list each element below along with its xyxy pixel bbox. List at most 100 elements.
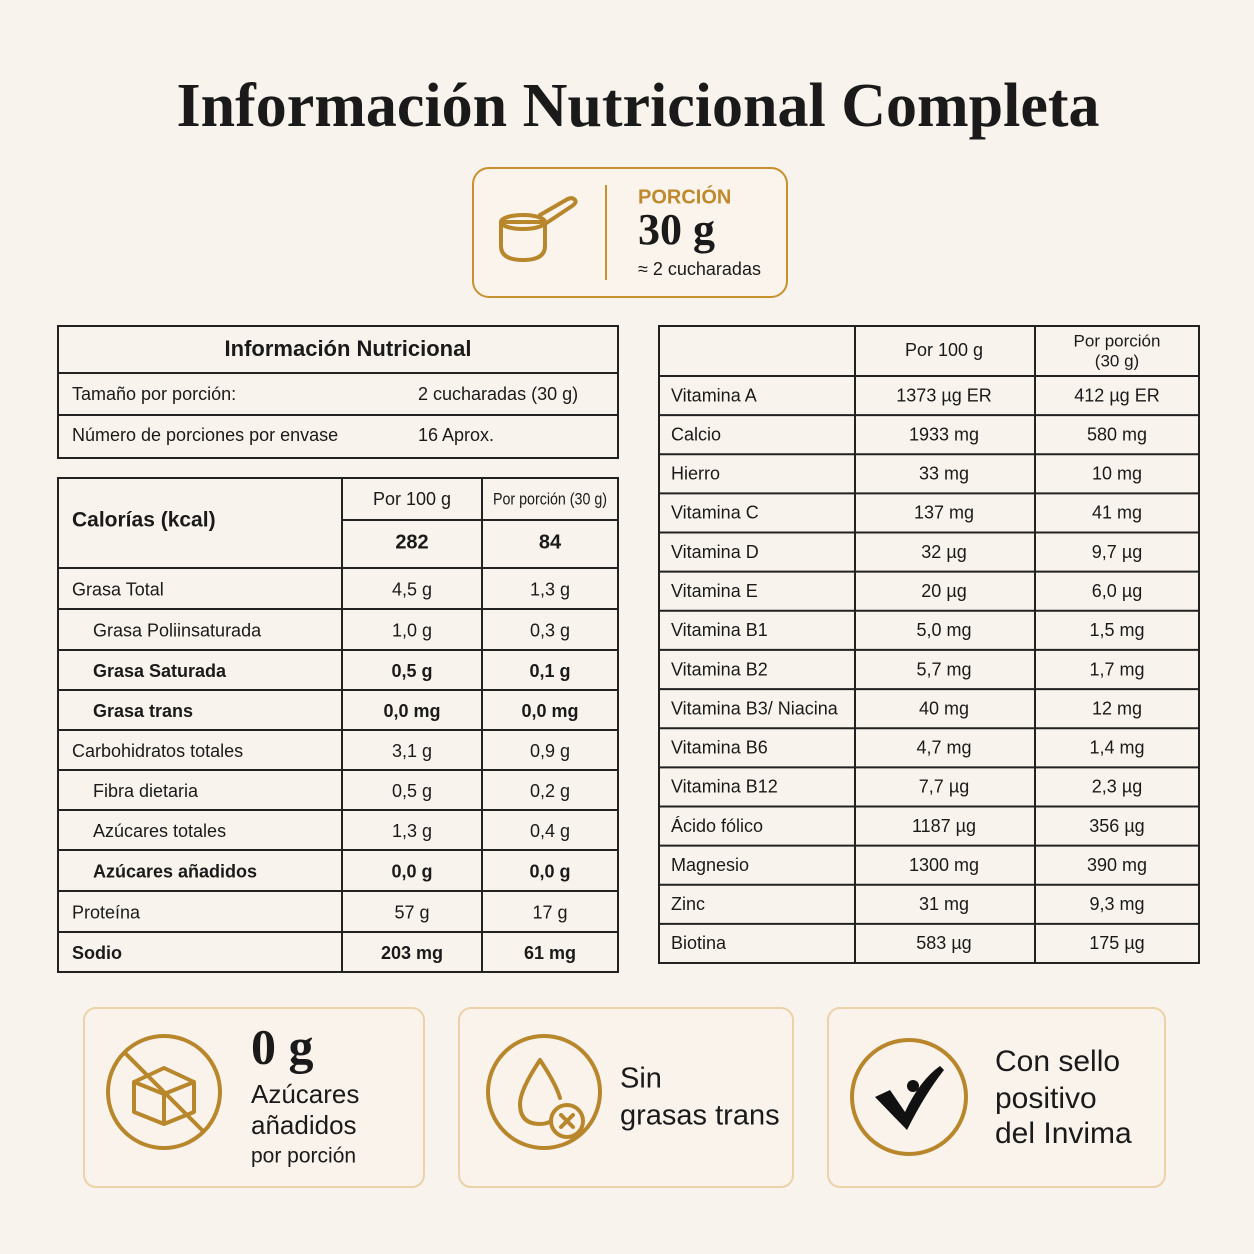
nutrient-name: Carbohidratos totales bbox=[72, 741, 243, 761]
row-value: 16 Aprox. bbox=[418, 425, 494, 445]
portion-amount: 30 g bbox=[638, 205, 715, 254]
vitamin-value: 356 µg bbox=[1089, 816, 1144, 836]
vitamin-value: 1187 µg bbox=[912, 816, 976, 836]
vitamin-value: 1300 mg bbox=[909, 855, 979, 875]
badge-text: 0 g bbox=[251, 1018, 314, 1074]
nutrient-name: Grasa Saturada bbox=[93, 661, 227, 681]
row-label: Tamaño por porción: bbox=[72, 384, 236, 404]
badge-card bbox=[827, 1007, 1166, 1188]
nutrient-value: 0,0 g bbox=[391, 861, 432, 881]
nutrient-value: 4,5 g bbox=[392, 579, 432, 599]
vitamin-value: 10 mg bbox=[1092, 464, 1142, 484]
header-cell: Por 100 g bbox=[905, 340, 983, 360]
vitamin-value: 40 mg bbox=[919, 698, 969, 718]
portion-box bbox=[472, 167, 788, 298]
vitamin-value: 1,4 mg bbox=[1089, 738, 1144, 758]
vitamin-value: 33 mg bbox=[919, 464, 969, 484]
vitamin-value: 2,3 µg bbox=[1092, 777, 1142, 797]
vitamin-value: 20 µg bbox=[921, 581, 966, 601]
nutrient-value: 1,3 g bbox=[530, 579, 570, 599]
nutrient-value: 0,1 g bbox=[529, 661, 570, 681]
vitamin-value: 7,7 µg bbox=[919, 777, 969, 797]
nutrient-name: Proteína bbox=[72, 902, 141, 922]
vitamin-name: Biotina bbox=[671, 933, 727, 953]
invima-icon bbox=[850, 1038, 968, 1156]
badge-text: grasas trans bbox=[620, 1100, 780, 1132]
vitamin-name: Vitamina E bbox=[671, 581, 758, 601]
vitamin-name: Zinc bbox=[671, 894, 705, 914]
badge-text: positivo bbox=[995, 1082, 1097, 1115]
vitamin-value: 4,7 mg bbox=[916, 738, 971, 758]
nutrient-value: 17 g bbox=[532, 902, 567, 922]
nutrient-value: 0,9 g bbox=[530, 741, 570, 761]
vitamin-name: Ácido fólico bbox=[671, 816, 763, 836]
nutrient-value: 0,2 g bbox=[530, 781, 570, 801]
nutrient-value: 0,0 mg bbox=[521, 701, 578, 721]
nutrient-name: Fibra dietaria bbox=[93, 781, 199, 801]
calories-value: 282 bbox=[395, 531, 428, 553]
vitamin-name: Hierro bbox=[671, 464, 720, 484]
vitamin-value: 1,5 mg bbox=[1089, 620, 1144, 640]
nutrient-name: Grasa Poliinsaturada bbox=[93, 620, 262, 640]
vitamin-value: 175 µg bbox=[1089, 933, 1144, 953]
vitamin-name: Vitamina D bbox=[671, 542, 759, 562]
header-cell: Por porción (30 g) bbox=[493, 489, 607, 508]
vitamins-table bbox=[658, 325, 1200, 964]
vitamin-value: 1,7 mg bbox=[1089, 659, 1144, 679]
title: Información Nutricional Completa bbox=[176, 72, 1099, 140]
vitamin-value: 6,0 µg bbox=[1092, 581, 1142, 601]
badge-card bbox=[83, 1007, 425, 1188]
nutrient-value: 0,0 mg bbox=[383, 701, 440, 721]
nutrients-table bbox=[57, 477, 619, 973]
nutrient-value: 203 mg bbox=[381, 943, 443, 963]
row-label: Número de porciones por envase bbox=[72, 425, 338, 445]
vitamin-name: Vitamina A bbox=[671, 385, 757, 405]
badge-card bbox=[458, 1007, 794, 1188]
no-trans-fat-icon bbox=[486, 1034, 602, 1150]
badge-text: añadidos bbox=[251, 1110, 357, 1140]
portion-equivalent: ≈ 2 cucharadas bbox=[638, 259, 761, 279]
nutrient-value: 0,3 g bbox=[530, 620, 570, 640]
vitamin-value: 390 mg bbox=[1087, 855, 1147, 875]
vitamin-value: 412 µg ER bbox=[1074, 385, 1159, 405]
nutrient-value: 1,0 g bbox=[392, 620, 432, 640]
nutrient-value: 0,5 g bbox=[391, 661, 432, 681]
vitamin-name: Magnesio bbox=[671, 855, 749, 875]
vitamin-value: 5,0 mg bbox=[916, 620, 971, 640]
vitamin-name: Vitamina B2 bbox=[671, 659, 768, 679]
vitamin-value: 32 µg bbox=[921, 542, 966, 562]
vitamin-value: 1933 mg bbox=[909, 424, 979, 444]
vitamin-name: Vitamina B6 bbox=[671, 738, 768, 758]
vitamin-value: 1373 µg ER bbox=[896, 385, 991, 405]
nutrient-value: 0,0 g bbox=[529, 861, 570, 881]
calories-value: 84 bbox=[539, 531, 562, 553]
nutrient-value: 3,1 g bbox=[392, 741, 432, 761]
vitamin-value: 31 mg bbox=[919, 894, 969, 914]
vitamin-name: Vitamina B12 bbox=[671, 777, 778, 797]
nutrient-value: 61 mg bbox=[524, 943, 576, 963]
portion-label: PORCIÓN bbox=[638, 184, 731, 208]
vitamin-name: Vitamina B3/ Niacina bbox=[671, 698, 839, 718]
vitamin-value: 9,3 mg bbox=[1089, 894, 1144, 914]
header-cell: Por 100 g bbox=[373, 489, 451, 509]
badge-text: Con sello bbox=[995, 1045, 1120, 1078]
badge-text: Sin bbox=[620, 1063, 662, 1095]
nutrient-value: 0,4 g bbox=[530, 821, 570, 841]
nutrient-name: Azúcares añadidos bbox=[93, 861, 257, 881]
header-cell: (30 g) bbox=[1095, 351, 1139, 370]
vitamin-value: 12 mg bbox=[1092, 698, 1142, 718]
nutrient-name: Grasa trans bbox=[93, 701, 193, 721]
vitamin-value: 580 mg bbox=[1087, 424, 1147, 444]
vitamin-value: 41 mg bbox=[1092, 503, 1142, 523]
badge-text: por porción bbox=[251, 1145, 356, 1168]
vitamin-name: Vitamina C bbox=[671, 503, 759, 523]
vitamin-name: Calcio bbox=[671, 424, 721, 444]
nutrient-name: Grasa Total bbox=[72, 579, 164, 599]
header-cell: Por porción bbox=[1074, 331, 1161, 350]
nutrient-name: Sodio bbox=[72, 943, 122, 963]
vitamin-name: Vitamina B1 bbox=[671, 620, 768, 640]
vitamin-value: 583 µg bbox=[916, 933, 971, 953]
nutrient-value: 1,3 g bbox=[392, 821, 432, 841]
badge-text: del Invima bbox=[995, 1117, 1132, 1150]
